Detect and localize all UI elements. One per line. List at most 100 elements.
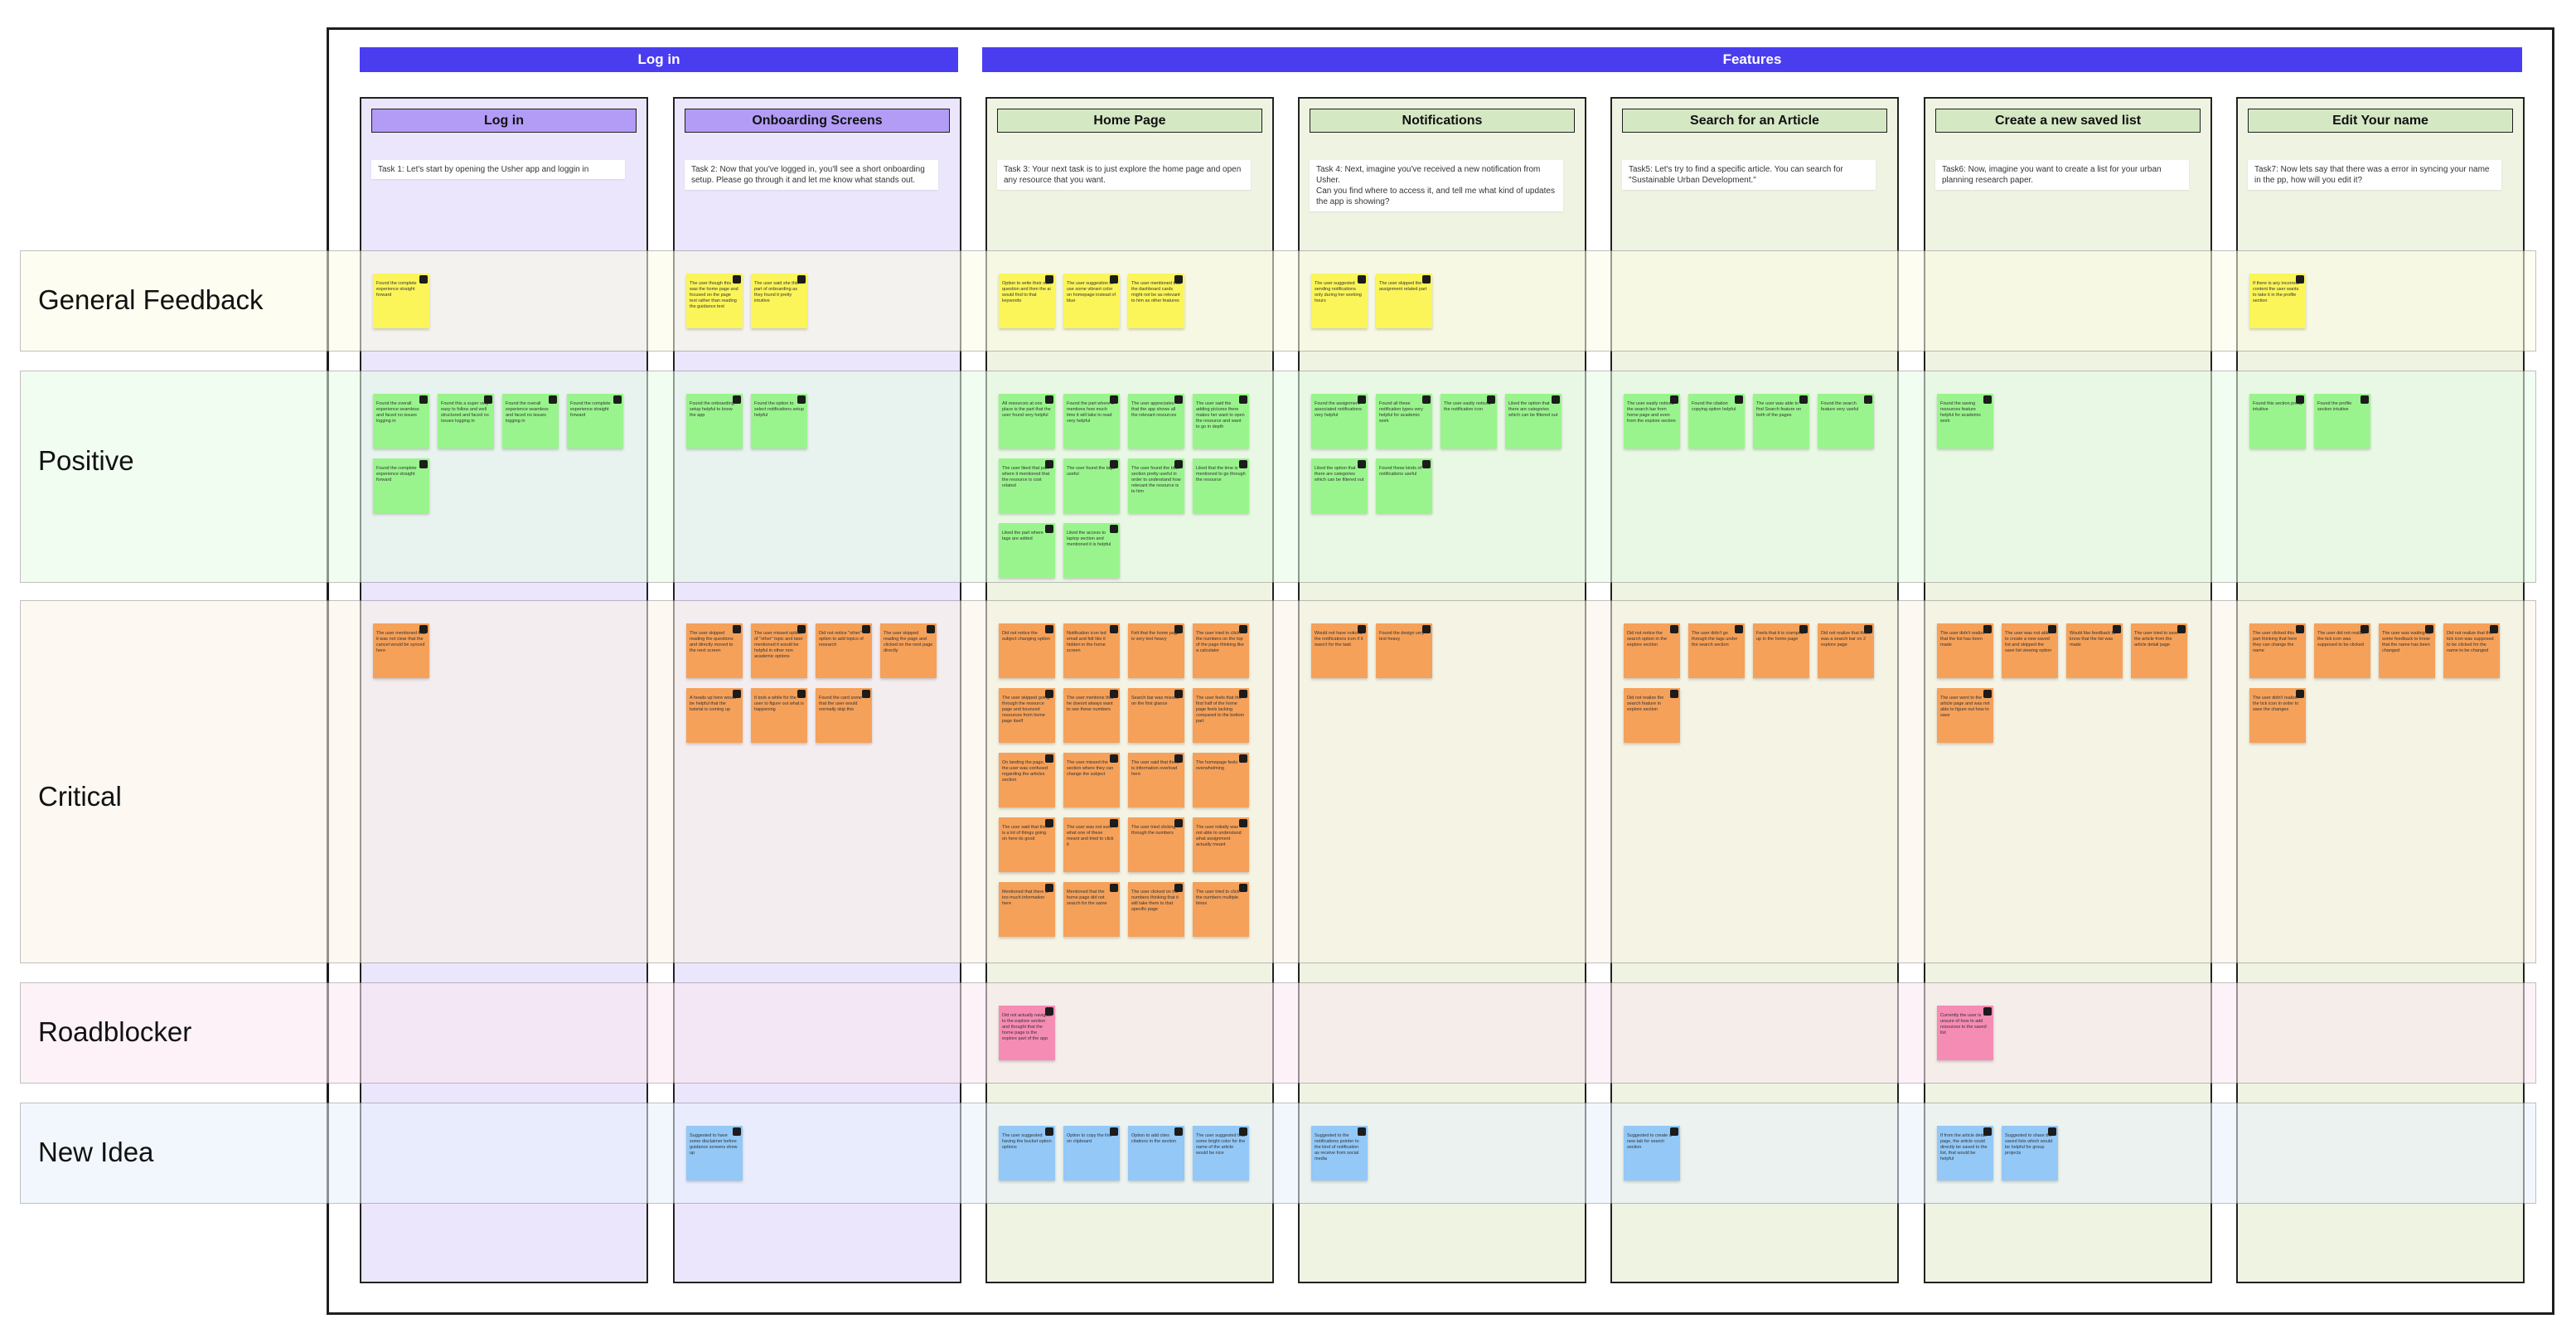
sticky-note[interactable]: The user missed option of "other" topic … <box>751 623 807 678</box>
sticky-note[interactable]: The user said she this part of onboardin… <box>751 274 807 328</box>
sticky-note[interactable]: Found this section pretty intuitive <box>2249 394 2306 448</box>
sticky-note[interactable]: On landing the page, the user was confus… <box>999 753 1055 807</box>
sticky-note[interactable]: Did not notice "other" option to add top… <box>816 623 872 678</box>
sticky-note[interactable]: Feels that it is cramped up in the home … <box>1753 623 1809 678</box>
sticky-note[interactable]: The user easily noticed the notification… <box>1441 394 1497 448</box>
sticky-note[interactable]: The user did not realize the tick icon w… <box>2314 623 2370 678</box>
sticky-note[interactable]: The user skipped the assignment related … <box>1376 274 1432 328</box>
note-text: Search bar was missed on the first glanc… <box>1131 696 1179 706</box>
sticky-note[interactable]: Liked the option that there are categori… <box>1505 394 1562 448</box>
sticky-note[interactable]: Currently the user is unsure of how to a… <box>1937 1006 1993 1060</box>
sticky-note[interactable]: The user initially was not able to under… <box>1193 817 1249 872</box>
sticky-note[interactable]: The user was waiting for some feedback t… <box>2379 623 2435 678</box>
sticky-note[interactable]: The user tried clicking through the numb… <box>1128 817 1184 872</box>
sticky-note[interactable]: The user didn't realize that the list ha… <box>1937 623 1993 678</box>
sticky-note[interactable]: The user suggested having the bucket opt… <box>999 1126 1055 1181</box>
sticky-note[interactable]: Liked that the time is mentioned to go t… <box>1193 458 1249 513</box>
sticky-note[interactable]: Liked the access to laptop section and m… <box>1063 523 1120 578</box>
sticky-note[interactable]: Found the complete experience straight f… <box>567 394 623 448</box>
sticky-note[interactable]: Found the complete experience straight f… <box>373 274 429 328</box>
sticky-note[interactable]: The user found the tags useful <box>1063 458 1120 513</box>
sticky-note[interactable]: Did not actually navigate to the explore… <box>999 1006 1055 1060</box>
sticky-note[interactable]: Found the option to select notifications… <box>751 394 807 448</box>
sticky-note[interactable]: Would like feedback to know that the lis… <box>2066 623 2123 678</box>
sticky-note[interactable]: Liked the option that there are categori… <box>1311 458 1368 513</box>
sticky-note[interactable]: It took a while for the user to figure o… <box>751 688 807 743</box>
sticky-note[interactable]: Did not notice the search option in the … <box>1624 623 1680 678</box>
sticky-note[interactable]: Did not realize that the tick icon was s… <box>2443 623 2500 678</box>
sticky-note[interactable]: The user was not able to create a new sa… <box>2002 623 2058 678</box>
sticky-note[interactable]: The user suggested that some bright colo… <box>1193 1126 1249 1181</box>
sticky-note[interactable]: The user liked that part where it mentio… <box>999 458 1055 513</box>
sticky-note[interactable]: The user missed the section where they c… <box>1063 753 1120 807</box>
sticky-note[interactable]: If from the article detail page, the art… <box>1937 1126 1993 1181</box>
sticky-note[interactable]: Suggested to share the saved lists which… <box>2002 1126 2058 1181</box>
sticky-note[interactable]: Found this a super very easy to follow a… <box>438 394 494 448</box>
sticky-note[interactable]: The user was able to find Search feature… <box>1753 394 1809 448</box>
sticky-note[interactable]: Found the overall experience seamless an… <box>502 394 559 448</box>
sticky-note[interactable]: The user didn't go through the tags unde… <box>1688 623 1745 678</box>
sticky-note[interactable]: The user found the blue section pretty u… <box>1128 458 1184 513</box>
sticky-note[interactable]: Found the onboarding setup helpful to kn… <box>686 394 743 448</box>
row-label-general-feedback: General Feedback <box>38 284 264 315</box>
sticky-note[interactable]: The homepage feels overwhelming <box>1193 753 1249 807</box>
sticky-note[interactable]: The user mentions that he doesnt always … <box>1063 688 1120 743</box>
sticky-note[interactable]: Suggested to the notifications pointer t… <box>1311 1126 1368 1181</box>
sticky-note[interactable]: Did not realize the search feature in ex… <box>1624 688 1680 743</box>
sticky-note[interactable]: Found the overall experience seamless an… <box>373 394 429 448</box>
sticky-note[interactable]: The user mentioned that the dashboard ca… <box>1128 274 1184 328</box>
sticky-note[interactable]: Search bar was missed on the first glanc… <box>1128 688 1184 743</box>
sticky-note[interactable]: Found the design very text heavy <box>1376 623 1432 678</box>
sticky-note[interactable]: The user said that there is information … <box>1128 753 1184 807</box>
sticky-note[interactable]: Would not have noticed the notifications… <box>1311 623 1368 678</box>
sticky-note[interactable]: Felt that the home page is very text hea… <box>1128 623 1184 678</box>
sticky-note[interactable]: The user skipped reading the page and cl… <box>880 623 937 678</box>
sticky-note[interactable]: Found the complete experience straight f… <box>373 458 429 513</box>
sticky-note[interactable]: Found the card some that the user would … <box>816 688 872 743</box>
sticky-note[interactable]: The user appreciates that the app shows … <box>1128 394 1184 448</box>
sticky-note[interactable]: All resources at one place is the part t… <box>999 394 1055 448</box>
sticky-note[interactable]: The user skipped going through the resou… <box>999 688 1055 743</box>
sticky-note[interactable]: Found the citation copying option helpfu… <box>1688 394 1745 448</box>
sticky-note[interactable]: The user was not sure what one of these … <box>1063 817 1120 872</box>
sticky-note[interactable]: Found the profile section intuitive <box>2314 394 2370 448</box>
sticky-note[interactable]: The user though this was the home page a… <box>686 274 743 328</box>
sticky-note[interactable]: Found these kinds of notifications usefu… <box>1376 458 1432 513</box>
sticky-note[interactable]: Suggested to create a new tab for search… <box>1624 1126 1680 1181</box>
sticky-note[interactable]: Found the search feature very useful <box>1818 394 1874 448</box>
sticky-note[interactable]: The user went to the article page and wa… <box>1937 688 1993 743</box>
sticky-note[interactable]: The user suggestion to use some vibrant … <box>1063 274 1120 328</box>
sticky-note[interactable]: The user said that there is a lot of thi… <box>999 817 1055 872</box>
sticky-note[interactable]: Mentioned that there is too much informa… <box>999 882 1055 937</box>
sticky-note[interactable]: Option to copy the link on clipboard <box>1063 1126 1120 1181</box>
sticky-note[interactable]: Found all these notification types very … <box>1376 394 1432 448</box>
sticky-note[interactable]: Found the part where it mentions how muc… <box>1063 394 1120 448</box>
sticky-note[interactable]: Suggested to have some disclaimer before… <box>686 1126 743 1181</box>
sticky-note[interactable]: Option to add cites citations in the sec… <box>1128 1126 1184 1181</box>
sticky-note[interactable]: The user clicked this part thinking that… <box>2249 623 2306 678</box>
sticky-note[interactable]: The user feels that the first half of th… <box>1193 688 1249 743</box>
sticky-note[interactable]: The user tried to save the article from … <box>2131 623 2187 678</box>
sticky-note[interactable]: The user suggested sending notifications… <box>1311 274 1368 328</box>
sticky-note[interactable]: The user mentioned that it was not clear… <box>373 623 429 678</box>
sticky-note[interactable]: A heads up here would be helpful that th… <box>686 688 743 743</box>
sticky-note[interactable]: The user didn't realize the tick icon in… <box>2249 688 2306 743</box>
sticky-note[interactable]: Did not realize that there was a search … <box>1818 623 1874 678</box>
sticky-note[interactable]: Did not notice the subject changing opti… <box>999 623 1055 678</box>
sticky-note[interactable]: Option to write their own question and t… <box>999 274 1055 328</box>
sticky-note[interactable]: Found the saving resources feature helpf… <box>1937 394 1993 448</box>
sticky-note[interactable]: Liked the part where tags are added <box>999 523 1055 578</box>
sticky-note[interactable]: The user clicked on the numbers thinking… <box>1128 882 1184 937</box>
note-text: The user said that there is information … <box>1131 760 1180 777</box>
sticky-note[interactable]: The user tried to click the numbers mult… <box>1193 882 1249 937</box>
sticky-note[interactable]: Mentioned that the home page did not sea… <box>1063 882 1120 937</box>
sticky-note[interactable]: The user said the adding pictures there … <box>1193 394 1249 448</box>
task-card: Task5: Let's try to find a specific arti… <box>1622 160 1876 190</box>
sticky-note[interactable]: Notification icon led email and felt lik… <box>1063 623 1120 678</box>
sticky-note[interactable]: Found the assignment associated notifica… <box>1311 394 1368 448</box>
sticky-note[interactable]: If there is any incorrect content the us… <box>2249 274 2306 328</box>
sticky-note[interactable]: The user easily noticed the search bar f… <box>1624 394 1680 448</box>
row-general-feedback <box>20 250 2536 352</box>
sticky-note[interactable]: The user skipped reading the questions a… <box>686 623 743 678</box>
sticky-note[interactable]: The user tried to click the numbers on t… <box>1193 623 1249 678</box>
